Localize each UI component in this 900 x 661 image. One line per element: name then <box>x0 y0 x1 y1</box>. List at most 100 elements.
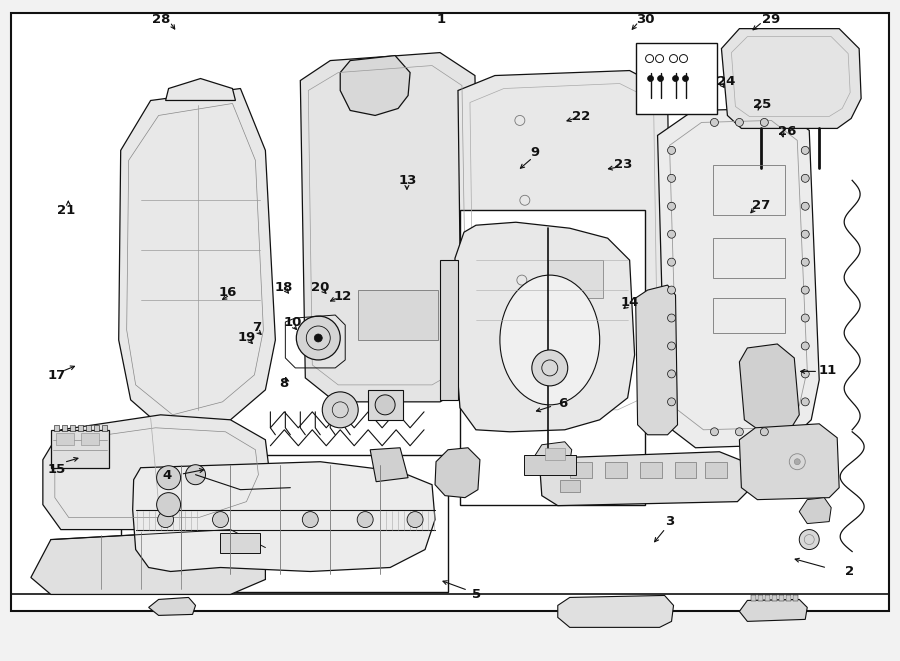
Bar <box>640 462 662 478</box>
Circle shape <box>668 314 676 322</box>
Polygon shape <box>799 498 832 524</box>
Polygon shape <box>558 596 673 627</box>
Text: 13: 13 <box>399 174 417 186</box>
Text: 25: 25 <box>753 98 771 112</box>
Circle shape <box>668 146 676 155</box>
Text: 22: 22 <box>572 110 590 123</box>
Circle shape <box>302 512 319 527</box>
Circle shape <box>801 202 809 210</box>
Circle shape <box>314 334 322 342</box>
Bar <box>70 425 75 431</box>
Polygon shape <box>148 598 195 615</box>
Bar <box>62 425 67 431</box>
Polygon shape <box>658 108 819 447</box>
Circle shape <box>357 512 374 527</box>
Text: 26: 26 <box>778 125 796 137</box>
Circle shape <box>668 286 676 294</box>
Bar <box>102 425 107 431</box>
Circle shape <box>682 75 688 81</box>
Ellipse shape <box>500 275 599 405</box>
Text: 30: 30 <box>636 13 655 26</box>
Bar <box>560 480 580 492</box>
Bar <box>752 596 756 602</box>
Circle shape <box>668 202 676 210</box>
Polygon shape <box>166 79 236 100</box>
Bar <box>94 425 99 431</box>
Circle shape <box>212 512 229 527</box>
Circle shape <box>648 75 653 81</box>
Bar <box>635 42 717 114</box>
Circle shape <box>735 428 743 436</box>
Text: 17: 17 <box>48 369 66 382</box>
Circle shape <box>668 230 676 238</box>
Text: 29: 29 <box>762 13 780 26</box>
Circle shape <box>668 258 676 266</box>
Text: 7: 7 <box>252 321 262 334</box>
Bar <box>759 596 763 602</box>
Text: 1: 1 <box>436 13 446 26</box>
Circle shape <box>185 465 205 485</box>
Text: 18: 18 <box>274 281 293 294</box>
Text: 14: 14 <box>620 296 639 309</box>
Circle shape <box>668 370 676 378</box>
Bar <box>368 390 403 420</box>
Circle shape <box>801 230 809 238</box>
Bar <box>54 425 58 431</box>
Polygon shape <box>635 285 678 435</box>
Text: 9: 9 <box>531 146 540 159</box>
Circle shape <box>322 392 358 428</box>
Polygon shape <box>31 529 266 594</box>
Circle shape <box>801 175 809 182</box>
Text: 5: 5 <box>472 588 482 601</box>
Circle shape <box>375 395 395 415</box>
Polygon shape <box>340 56 410 116</box>
Bar <box>779 596 784 602</box>
Polygon shape <box>535 442 572 464</box>
Bar <box>440 260 458 400</box>
Circle shape <box>801 314 809 322</box>
Circle shape <box>668 398 676 406</box>
Bar <box>220 533 260 553</box>
Circle shape <box>760 428 769 436</box>
Bar <box>460 210 644 504</box>
Polygon shape <box>301 53 480 402</box>
Text: 20: 20 <box>310 281 329 294</box>
Polygon shape <box>454 222 634 432</box>
Bar <box>358 290 438 340</box>
Text: 28: 28 <box>151 13 170 26</box>
Bar <box>121 455 448 592</box>
Text: 11: 11 <box>818 364 836 377</box>
Circle shape <box>658 75 663 81</box>
Polygon shape <box>540 451 747 506</box>
Text: 23: 23 <box>614 158 633 171</box>
Circle shape <box>296 316 340 360</box>
Text: 27: 27 <box>752 199 770 212</box>
Polygon shape <box>370 447 408 482</box>
Circle shape <box>801 286 809 294</box>
Polygon shape <box>458 71 671 428</box>
Bar <box>86 425 91 431</box>
Circle shape <box>668 175 676 182</box>
Text: 19: 19 <box>238 330 256 344</box>
Polygon shape <box>740 600 807 621</box>
Circle shape <box>799 529 819 549</box>
Polygon shape <box>43 415 270 529</box>
Circle shape <box>801 146 809 155</box>
Bar <box>56 433 74 445</box>
Text: 10: 10 <box>284 316 302 329</box>
Circle shape <box>801 258 809 266</box>
Text: 16: 16 <box>218 286 237 299</box>
Bar <box>524 455 576 475</box>
Text: 4: 4 <box>163 469 172 482</box>
Bar <box>544 447 565 460</box>
Bar <box>787 596 791 602</box>
Circle shape <box>710 118 718 126</box>
Circle shape <box>801 398 809 406</box>
Polygon shape <box>722 28 861 128</box>
Polygon shape <box>132 462 435 572</box>
Polygon shape <box>740 344 799 432</box>
Circle shape <box>407 512 423 527</box>
Polygon shape <box>435 447 480 498</box>
Polygon shape <box>740 424 839 500</box>
Circle shape <box>668 342 676 350</box>
